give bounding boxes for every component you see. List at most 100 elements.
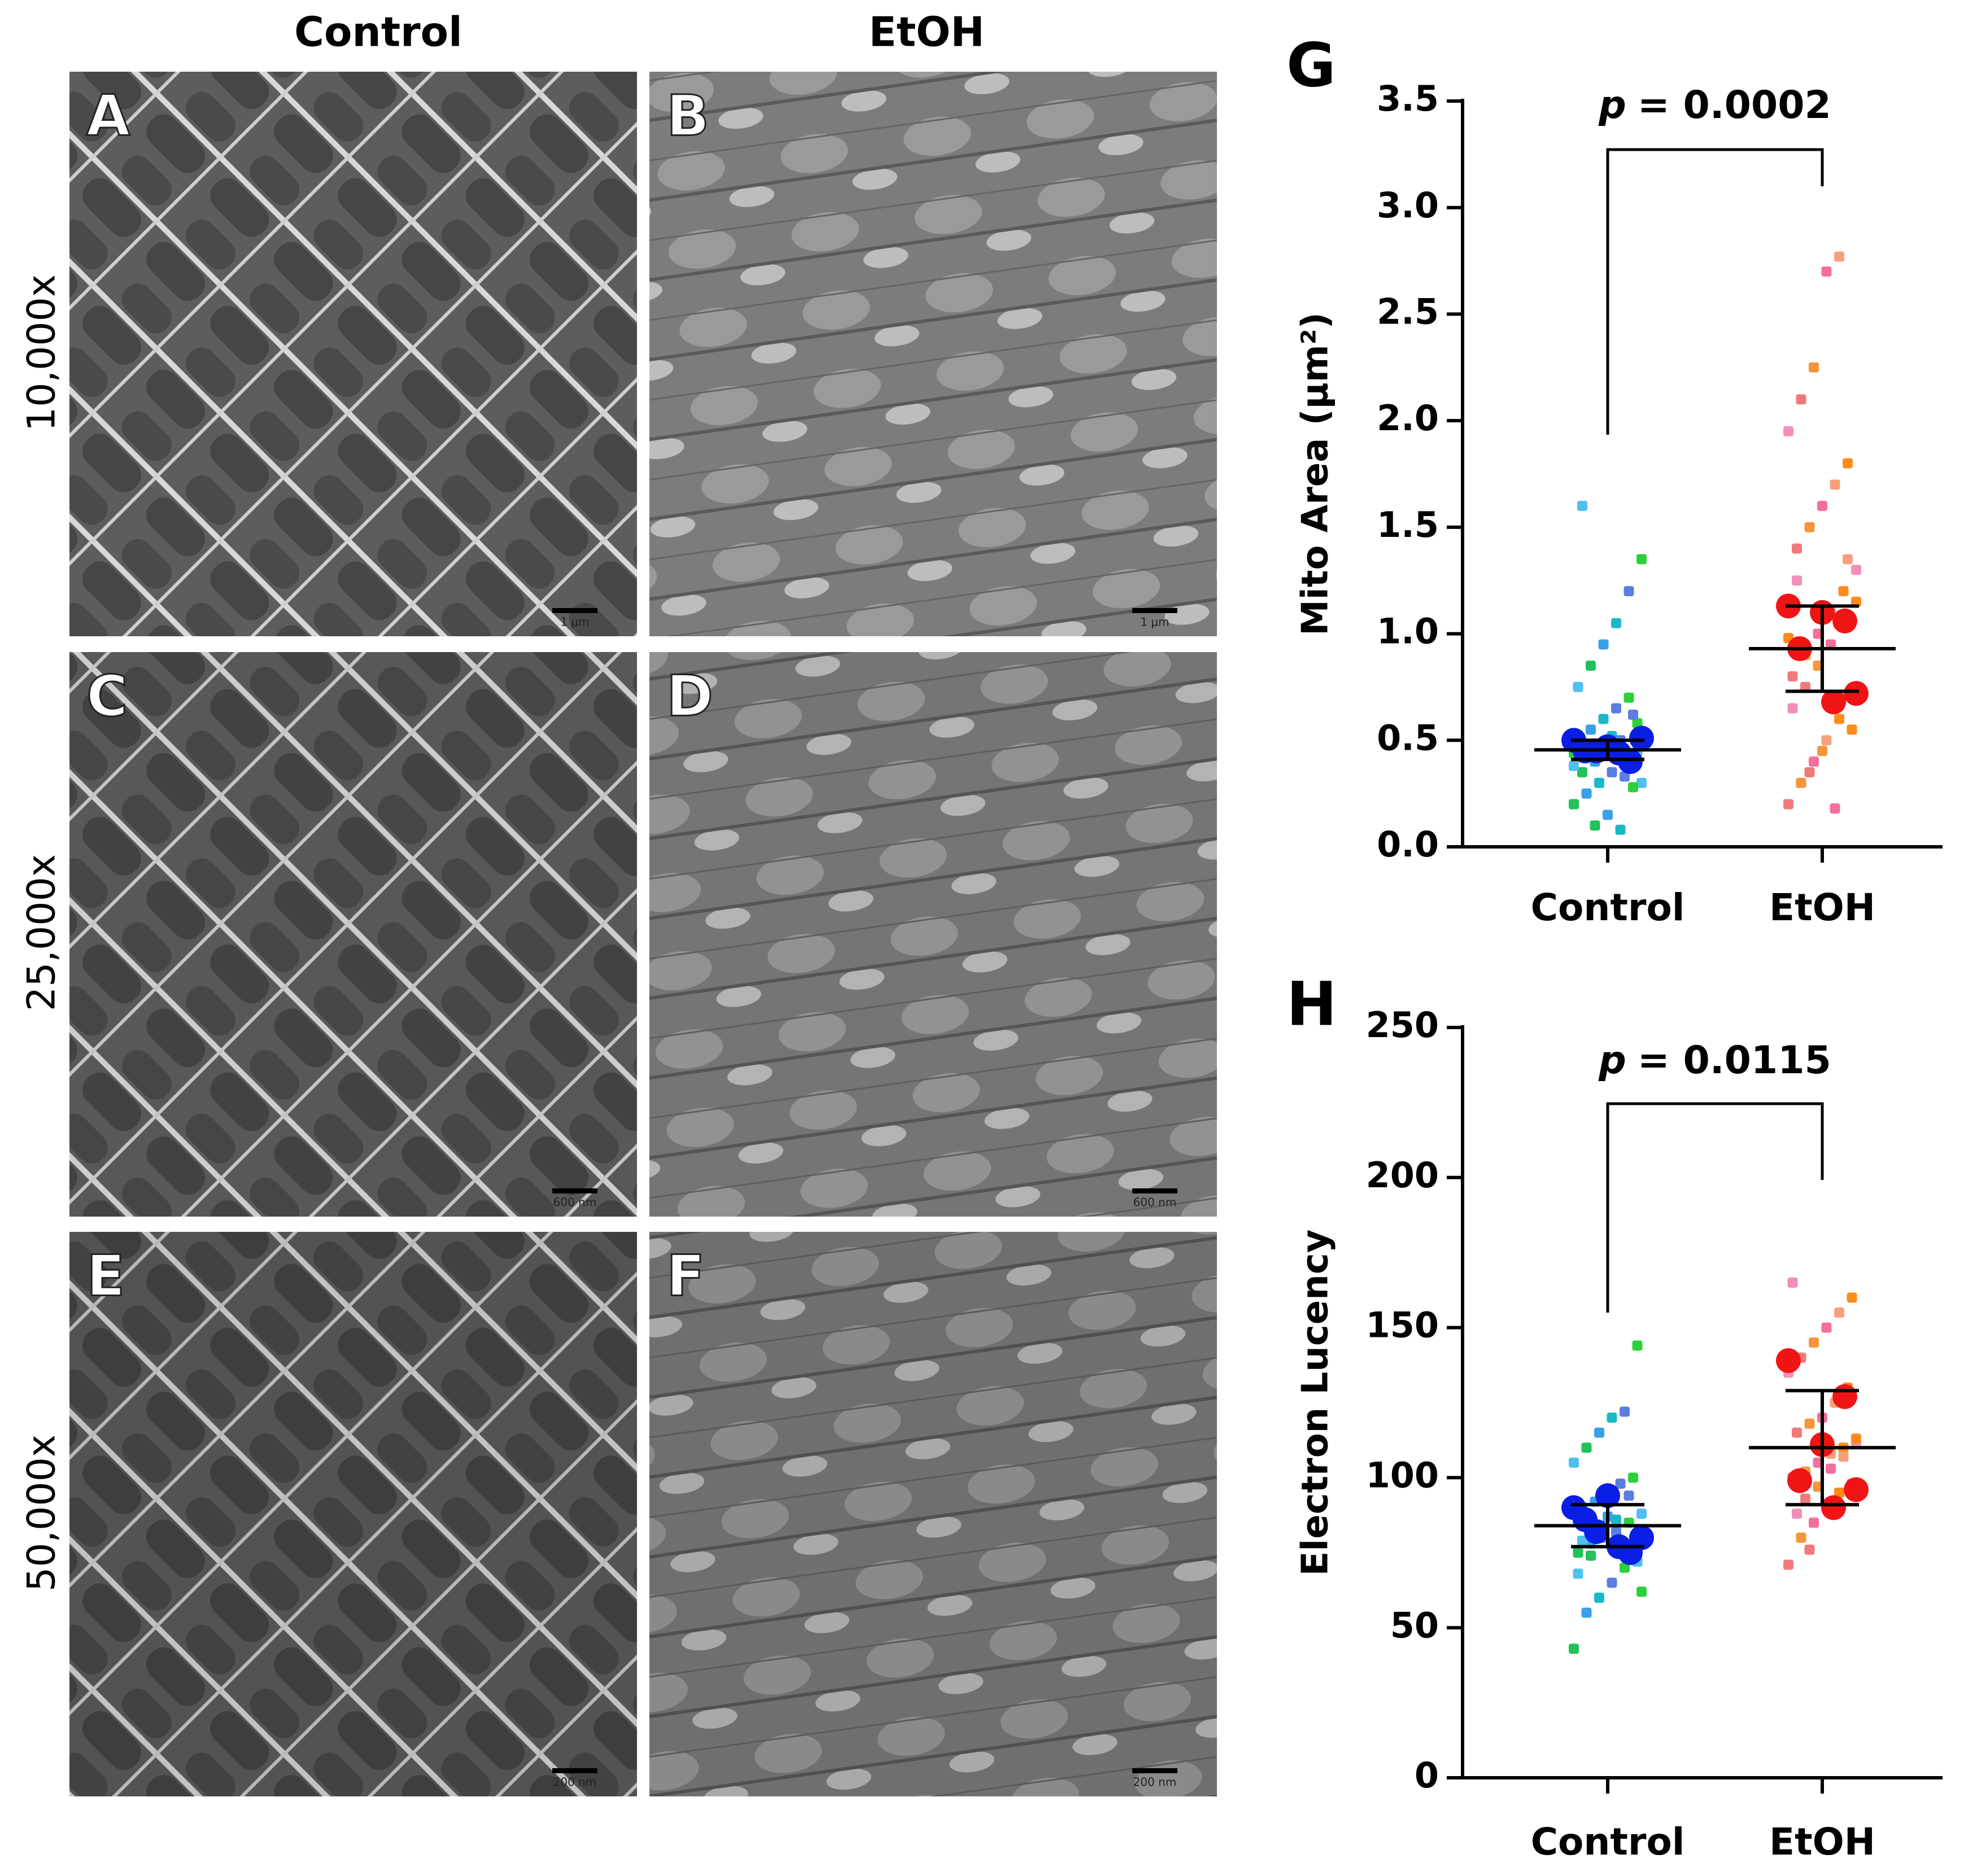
y-tick-label: 0.0 bbox=[1377, 824, 1439, 865]
data-point bbox=[1577, 767, 1587, 777]
p-value: p = 0.0115 bbox=[1598, 1038, 1831, 1083]
micrograph: D 600 nm bbox=[649, 652, 1217, 1217]
data-point bbox=[1628, 782, 1638, 793]
micrograph-image bbox=[649, 1232, 1217, 1796]
replicate-mean bbox=[1584, 1519, 1609, 1545]
y-tick-label: 2.5 bbox=[1377, 291, 1439, 333]
data-point bbox=[1834, 714, 1844, 724]
data-point bbox=[1624, 586, 1634, 597]
replicate-mean bbox=[1776, 1348, 1801, 1374]
scale-bar-label: 600 nm bbox=[1133, 1196, 1177, 1209]
data-point bbox=[1615, 824, 1626, 835]
replicate-mean bbox=[1787, 1468, 1812, 1493]
data-point bbox=[1804, 522, 1815, 532]
data-point bbox=[1624, 1490, 1634, 1501]
data-point bbox=[1826, 639, 1836, 650]
data-point bbox=[1611, 703, 1621, 714]
replicate-mean bbox=[1844, 681, 1869, 706]
data-point bbox=[1594, 1427, 1604, 1438]
column-header: Control bbox=[294, 8, 462, 56]
data-point bbox=[1636, 1586, 1647, 1597]
data-point bbox=[1628, 709, 1638, 720]
data-point bbox=[1569, 760, 1579, 771]
y-tick-label: 0 bbox=[1415, 1755, 1439, 1796]
y-tick-label: 50 bbox=[1390, 1604, 1439, 1646]
data-point bbox=[1598, 714, 1609, 724]
p-symbol: p bbox=[1598, 83, 1626, 128]
data-point bbox=[1569, 799, 1579, 810]
data-point bbox=[1628, 1472, 1638, 1483]
data-point bbox=[1573, 681, 1583, 692]
data-point bbox=[1787, 671, 1798, 682]
data-point bbox=[1577, 501, 1587, 511]
data-point bbox=[1851, 1433, 1861, 1444]
data-point bbox=[1615, 1479, 1626, 1489]
panel-label: G bbox=[1286, 30, 1336, 100]
data-point bbox=[1581, 1442, 1592, 1453]
data-point bbox=[1800, 681, 1810, 692]
data-point bbox=[1834, 251, 1844, 262]
scale-bar bbox=[1132, 608, 1177, 613]
data-point bbox=[1636, 1508, 1647, 1519]
data-point bbox=[1611, 1514, 1621, 1525]
data-point bbox=[1817, 746, 1827, 756]
x-tick-label: Control bbox=[1531, 1820, 1685, 1864]
data-point bbox=[1594, 777, 1604, 788]
data-point bbox=[1620, 1562, 1630, 1573]
data-point bbox=[1573, 1568, 1583, 1579]
data-point bbox=[1847, 1292, 1857, 1303]
data-point bbox=[1804, 767, 1815, 777]
replicate-mean bbox=[1821, 689, 1846, 715]
panel-label: D bbox=[666, 663, 713, 729]
y-tick-label: 1.0 bbox=[1377, 611, 1439, 652]
data-point bbox=[1636, 554, 1647, 565]
data-point bbox=[1834, 1307, 1844, 1318]
y-axis-label: Mito Area (μm²) bbox=[1295, 312, 1337, 636]
panel-label: C bbox=[86, 663, 128, 729]
data-point bbox=[1590, 820, 1600, 831]
y-tick-label: 1.5 bbox=[1377, 504, 1439, 545]
data-point bbox=[1620, 1406, 1630, 1417]
panel-label: B bbox=[666, 82, 709, 148]
y-tick-label: 2.0 bbox=[1377, 397, 1439, 439]
scale-bar-label: 1 μm bbox=[1140, 615, 1169, 629]
column-header: EtOH bbox=[869, 8, 984, 56]
p-text: = 0.0115 bbox=[1638, 1038, 1831, 1083]
data-point bbox=[1594, 1593, 1604, 1603]
micrograph-image bbox=[649, 72, 1217, 636]
y-tick-label: 200 bbox=[1366, 1155, 1439, 1196]
replicate-mean bbox=[1607, 740, 1631, 766]
data-point bbox=[1809, 362, 1819, 373]
micrograph-image bbox=[69, 652, 637, 1217]
data-point bbox=[1586, 661, 1596, 671]
data-point bbox=[1821, 266, 1832, 277]
micrograph: E 200 nm bbox=[69, 1232, 637, 1796]
micrograph: B 1 μm bbox=[649, 72, 1217, 636]
p-text: = 0.0002 bbox=[1638, 83, 1831, 128]
scale-bar-label: 1 μm bbox=[560, 615, 589, 629]
replicate-mean bbox=[1595, 1483, 1620, 1508]
data-point bbox=[1607, 767, 1617, 777]
replicate-mean bbox=[1821, 1495, 1846, 1520]
y-tick-label: 250 bbox=[1366, 1004, 1439, 1046]
micrograph-image bbox=[69, 1232, 637, 1796]
data-point bbox=[1573, 1547, 1583, 1558]
micrograph-shade bbox=[69, 1232, 637, 1796]
scale-bar-label: 200 nm bbox=[553, 1776, 597, 1789]
data-point bbox=[1821, 735, 1832, 746]
replicate-mean bbox=[1832, 608, 1857, 633]
data-point bbox=[1792, 543, 1802, 554]
data-point bbox=[1783, 1559, 1793, 1570]
row-label: 25,000x bbox=[20, 854, 64, 1011]
data-point bbox=[1783, 426, 1793, 437]
scale-bar bbox=[552, 1768, 597, 1773]
micrograph-shade bbox=[649, 1232, 1217, 1796]
data-point bbox=[1796, 777, 1806, 788]
data-point bbox=[1632, 1340, 1643, 1351]
data-point bbox=[1830, 479, 1840, 490]
data-point bbox=[1809, 1337, 1819, 1348]
data-point bbox=[1792, 1427, 1802, 1438]
scale-bar-label: 200 nm bbox=[1133, 1776, 1177, 1789]
scale-bar-label: 600 nm bbox=[553, 1196, 597, 1209]
replicate-mean bbox=[1832, 1384, 1857, 1409]
